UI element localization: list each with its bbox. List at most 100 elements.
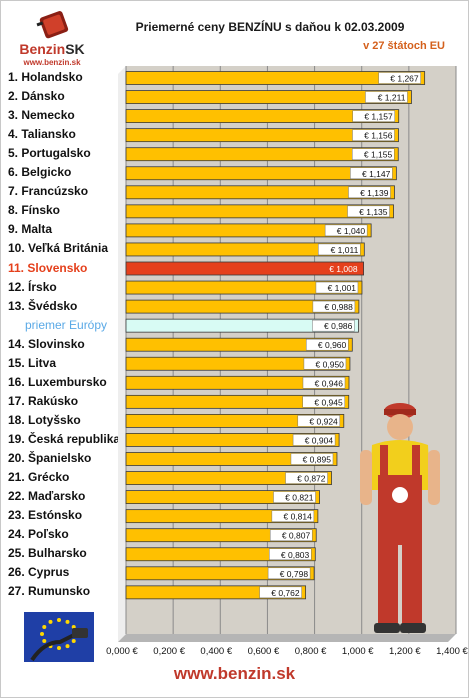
eu-flag-icon: [24, 612, 94, 662]
data-label: € 1,011: [331, 245, 359, 255]
data-label-box: [292, 434, 336, 446]
country-label: 23. Estónsko: [8, 508, 83, 523]
bar: [125, 261, 365, 276]
data-label: € 0,945: [314, 397, 343, 407]
data-label: € 1,155: [364, 150, 393, 160]
eu-star-icon: [57, 618, 61, 622]
data-label-box: [312, 319, 355, 332]
bar: [125, 147, 399, 162]
country-label: 14. Slovinsko: [8, 336, 85, 351]
data-label: € 0,872: [297, 474, 326, 484]
bar: [125, 280, 363, 295]
data-label: € 0,895: [303, 455, 332, 465]
country-label: 15. Litva: [8, 355, 57, 370]
chart-title: Priemerné ceny BENZÍNU s daňou k 02.03.2…: [135, 20, 405, 34]
data-label-box: [259, 586, 302, 599]
bar: [125, 566, 315, 581]
data-label-box: [317, 263, 360, 274]
data-label-box: [271, 510, 315, 522]
data-label-box: [269, 529, 313, 541]
x-tick-label: 0,800 €: [295, 646, 327, 657]
country-label: 3. Nemecko: [8, 108, 75, 123]
data-label-box: [352, 129, 395, 141]
data-label: € 0,762: [271, 588, 300, 598]
logo-url: www.benzin.sk: [23, 58, 81, 67]
eu-star-icon: [65, 619, 70, 624]
x-tick-label: 1,200 €: [389, 646, 421, 657]
bar: [125, 109, 400, 123]
bar: [125, 185, 395, 200]
data-label-box: [302, 396, 345, 408]
bar: [125, 204, 394, 219]
logo-suffix: SK: [65, 41, 85, 57]
bar: [125, 337, 353, 352]
data-label-box: [269, 548, 312, 560]
data-label: € 1,139: [360, 188, 389, 198]
country-label: 25. Bulharsko: [8, 546, 87, 561]
country-label: 22. Maďarsko: [8, 489, 86, 504]
x-tick-label: 0,400 €: [200, 646, 232, 657]
country-label: 6. Belgicko: [8, 165, 72, 180]
worker-mascot-icon: [360, 403, 440, 633]
data-label-box: [365, 91, 408, 103]
country-label: 11. Slovensko: [8, 260, 88, 275]
data-label: € 1,008: [329, 264, 358, 274]
country-label: 8. Fínsko: [8, 203, 61, 218]
eu-star-icon: [57, 646, 61, 650]
bar: [125, 356, 351, 371]
bar: [125, 394, 350, 409]
country-label: 2. Dánsko: [8, 89, 65, 104]
country-label: 24. Poľsko: [8, 527, 69, 542]
data-label: € 1,040: [337, 226, 366, 236]
data-label-box: [312, 300, 356, 313]
bar: [125, 452, 338, 466]
data-label-box: [347, 205, 390, 218]
data-label: € 0,904: [305, 435, 334, 445]
bar: [125, 509, 319, 524]
bar: [125, 71, 426, 85]
country-label: 18. Lotyšsko: [8, 412, 81, 427]
country-label: 12. Írsko: [8, 279, 57, 294]
x-tick-label: 1,000 €: [342, 646, 374, 657]
country-label: 1. Holandsko: [8, 70, 83, 84]
data-label: € 0,807: [282, 531, 311, 541]
data-label: € 0,924: [309, 416, 338, 426]
bar: [125, 471, 332, 485]
country-label: 20. Španielsko: [8, 451, 92, 465]
data-label: € 0,950: [316, 359, 345, 369]
data-label-box: [273, 491, 316, 503]
data-label-box: [303, 358, 347, 370]
footer-url[interactable]: www.benzin.sk: [173, 664, 296, 683]
data-label: € 0,803: [281, 550, 310, 560]
eu-star-icon: [71, 639, 76, 643]
bar: [125, 166, 397, 181]
data-label-box: [302, 377, 346, 389]
country-label: 7. Francúzsko: [8, 184, 89, 199]
data-label: € 1,156: [364, 131, 393, 141]
average-label: priemer Európy: [25, 317, 108, 332]
country-label: 4. Taliansko: [8, 127, 76, 142]
eu-star-icon: [42, 625, 47, 629]
data-label-box: [290, 453, 334, 465]
benzin-logo[interactable]: BenzinSK www.benzin.sk: [12, 8, 92, 70]
chart-subtitle: v 27 štátoch EU: [363, 40, 445, 52]
country-label: 16. Luxembursko: [8, 374, 107, 389]
logo-wordmark: BenzinSK: [12, 41, 92, 57]
bar: [125, 223, 372, 238]
country-label: 21. Grécko: [8, 470, 70, 485]
eu-star-icon: [40, 632, 44, 636]
country-label: 13. Švédsko: [8, 298, 78, 313]
x-tick-label: 0,200 €: [153, 646, 185, 657]
data-label-box: [285, 472, 328, 484]
country-label: 19. Česká republika: [8, 431, 121, 446]
country-label: 10. Veľká Británia: [8, 241, 109, 256]
data-label: € 1,147: [362, 169, 391, 179]
data-label: € 0,946: [315, 378, 344, 388]
country-label: 26. Cyprus: [8, 565, 70, 580]
bar: [125, 242, 365, 257]
x-tick-label: 1,400 €: [436, 646, 468, 657]
eu-star-icon: [42, 639, 47, 643]
data-label: € 1,267: [390, 74, 419, 84]
country-label: 27. Rumunsko: [8, 584, 91, 599]
